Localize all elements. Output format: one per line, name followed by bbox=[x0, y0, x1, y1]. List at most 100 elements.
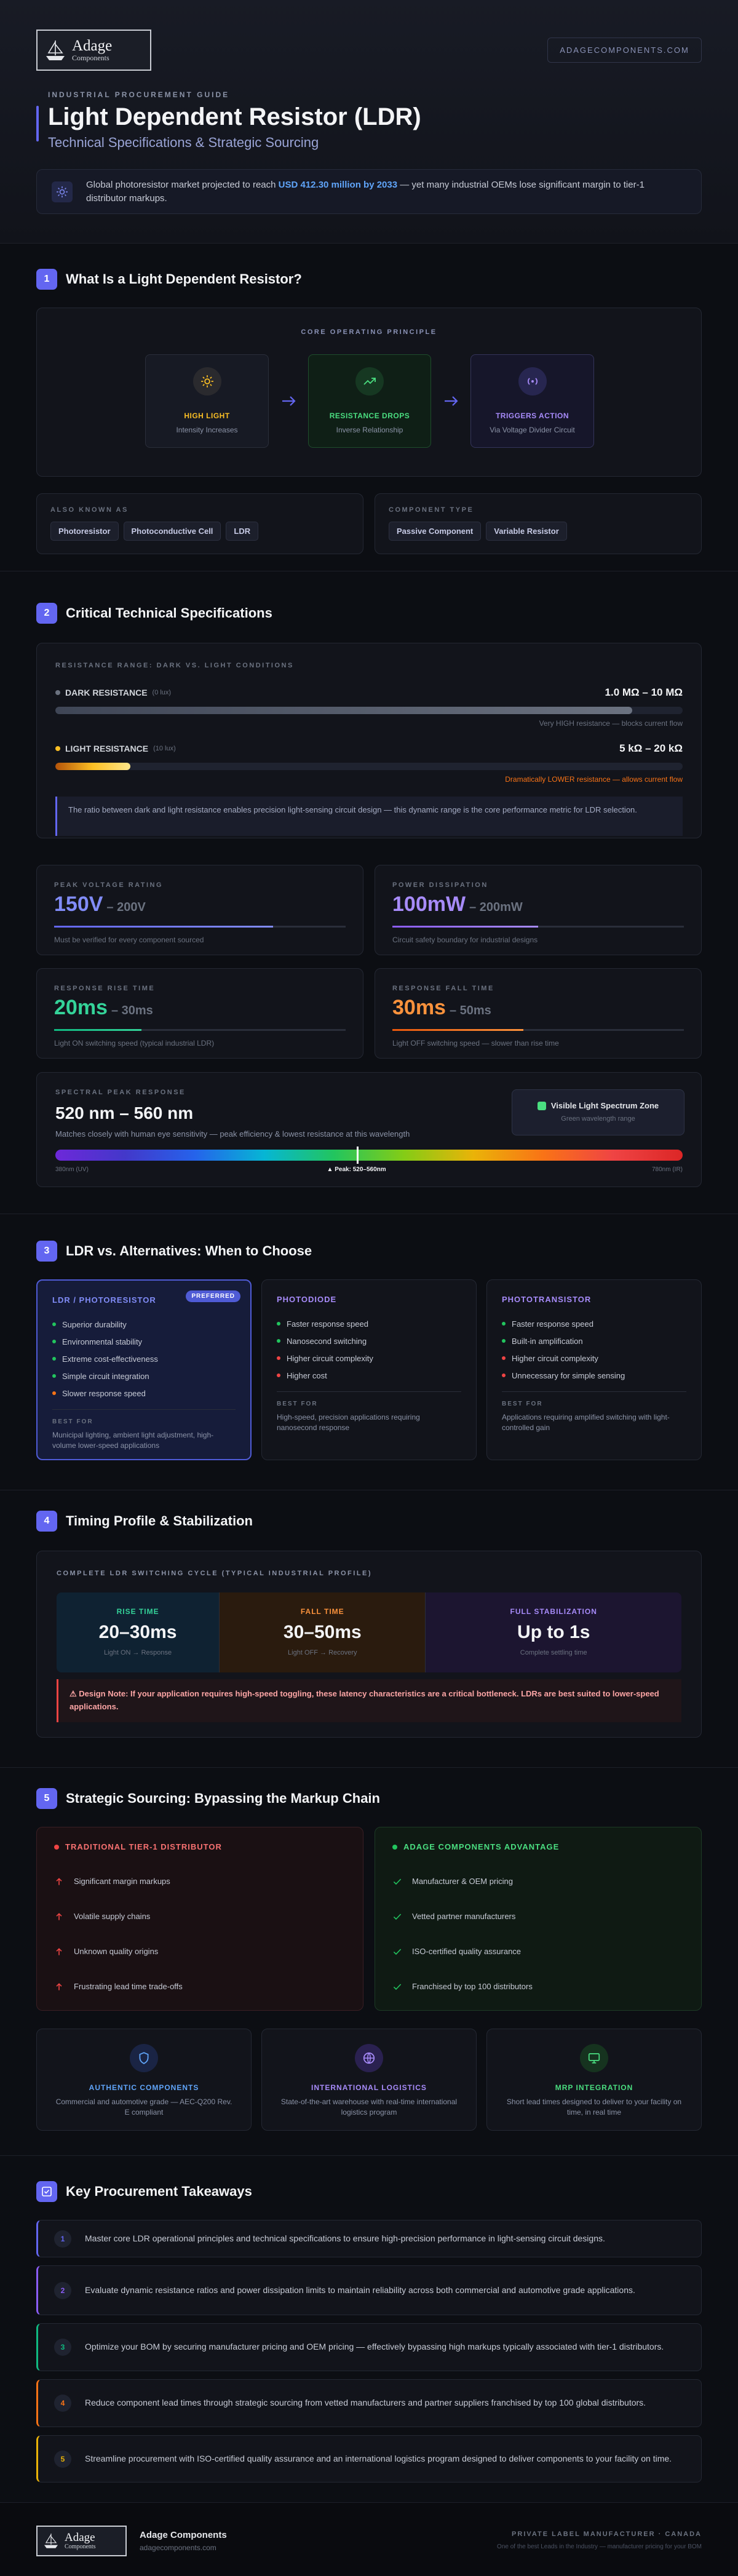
risk-text: Volatile supply chains bbox=[74, 1912, 151, 1921]
pro-item: Simple circuit integration bbox=[52, 1367, 236, 1385]
traditional-title-row: TRADITIONAL TIER-1 DISTRIBUTOR bbox=[54, 1842, 346, 1851]
spec-value: 150V bbox=[54, 892, 103, 916]
spec-value-row: 150V – 200V bbox=[54, 892, 146, 916]
feature-icon bbox=[355, 2044, 383, 2072]
subtitle: Technical Specifications & Strategic Sou… bbox=[48, 135, 319, 150]
adage-title-row: ADAGE COMPONENTS ADVANTAGE bbox=[392, 1842, 684, 1851]
takeaway-text: Optimize your BOM by securing manufactur… bbox=[85, 2342, 664, 2352]
section-title: Key Procurement Takeaways bbox=[66, 2184, 252, 2199]
step-arrow bbox=[282, 396, 296, 406]
pro-dot bbox=[502, 1339, 506, 1343]
feature-list: Faster response speed Built-in amplificat… bbox=[502, 1315, 686, 1384]
benefit-text: Vetted partner manufacturers bbox=[412, 1912, 516, 1921]
takeaway-text: Evaluate dynamic resistance ratios and p… bbox=[85, 2284, 635, 2295]
zone-box: Visible Light Spectrum Zone Green wavele… bbox=[512, 1089, 684, 1135]
site-link[interactable]: ADAGECOMPONENTS.COM bbox=[547, 38, 702, 63]
logo-icon bbox=[44, 2533, 58, 2548]
section-title: What Is a Light Dependent Resistor? bbox=[66, 271, 302, 287]
risk-item: Volatile supply chains bbox=[54, 1899, 346, 1934]
con-dot bbox=[502, 1356, 506, 1360]
spec-track bbox=[54, 926, 346, 928]
spec-card: RESPONSE FALL TIME 30ms – 50ms Light OFF sw… bbox=[375, 968, 702, 1059]
pro-text: Extreme cost-effectiveness bbox=[62, 1354, 158, 1364]
zone-swatch bbox=[537, 1101, 546, 1110]
spec-card: PEAK VOLTAGE RATING 150V – 200V Must be ver… bbox=[36, 865, 363, 955]
section-number: 2 bbox=[36, 603, 57, 624]
section-heading: 3 LDR vs. Alternatives: When to Choose bbox=[36, 1240, 312, 1262]
phase-title: RISE TIME bbox=[116, 1607, 159, 1616]
benefit-item: ISO-certified quality assurance bbox=[392, 1934, 684, 1969]
dark-row: DARK RESISTANCE (0 lux) 1.0 MΩ – 10 MΩ bbox=[55, 686, 683, 699]
step-title: TRIGGERS ACTION bbox=[495, 411, 569, 420]
light-cond: (10 lux) bbox=[153, 745, 176, 752]
section-number: 4 bbox=[36, 1511, 57, 1532]
sun-icon bbox=[200, 375, 213, 388]
light-note: Dramatically LOWER resistance — allows c… bbox=[505, 775, 683, 784]
section-heading: 4 Timing Profile & Stabilization bbox=[36, 1510, 253, 1532]
alternative-title: PHOTODIODE bbox=[277, 1295, 337, 1304]
spec-value: 100mW bbox=[392, 892, 466, 916]
chip: Passive Component bbox=[389, 522, 482, 541]
risk-item: Frustrating lead time trade-offs bbox=[54, 1969, 346, 2004]
pro-item: Faster response speed bbox=[502, 1315, 686, 1332]
spec-note: Light OFF switching speed — slower than … bbox=[392, 1039, 559, 1047]
spec-range: – 50ms bbox=[449, 1004, 491, 1017]
footer-logo: Adage Components bbox=[36, 2526, 127, 2556]
pro-dot bbox=[52, 1374, 56, 1378]
footer-url[interactable]: adagecomponents.com bbox=[140, 2543, 216, 2552]
resistance-panel: RESISTANCE RANGE: DARK VS. LIGHT CONDITI… bbox=[36, 643, 702, 838]
dark-cond: (0 lux) bbox=[152, 689, 172, 696]
light-bar bbox=[55, 763, 131, 770]
pro-text: Simple circuit integration bbox=[62, 1371, 149, 1381]
feature-list: Faster response speed Nanosecond switchin… bbox=[277, 1315, 461, 1384]
best-for-label: BEST FOR bbox=[277, 1401, 318, 1407]
dark-bar bbox=[55, 707, 633, 714]
chip: Photoresistor bbox=[50, 522, 119, 541]
timing-panel: COMPLETE LDR SWITCHING CYCLE (TYPICAL IN… bbox=[36, 1551, 702, 1738]
sun-icon bbox=[57, 186, 68, 197]
spec-range: – 200mW bbox=[469, 900, 523, 914]
section-title: Timing Profile & Stabilization bbox=[66, 1513, 253, 1529]
section-title: Critical Technical Specifications bbox=[66, 605, 272, 621]
traditional-panel: TRADITIONAL TIER-1 DISTRIBUTOR Significa… bbox=[36, 1827, 363, 2011]
check-icon bbox=[393, 1878, 402, 1885]
takeaway: 5 Streamline procurement with ISO-certifi… bbox=[36, 2435, 702, 2483]
takeaway-number: 3 bbox=[54, 2339, 71, 2356]
dark-value: 1.0 MΩ – 10 MΩ bbox=[605, 686, 683, 698]
spec-bar bbox=[392, 1029, 524, 1031]
takeaway-number: 1 bbox=[54, 2230, 71, 2248]
section-title: Strategic Sourcing: Bypassing the Markup… bbox=[66, 1791, 380, 1806]
range-note: The ratio between dark and light resista… bbox=[55, 797, 683, 836]
logo-name: Adage bbox=[65, 2531, 95, 2544]
spec-bar bbox=[392, 926, 538, 928]
section-number: 5 bbox=[36, 1788, 57, 1809]
step-icon bbox=[355, 367, 384, 396]
callout: Global photoresistor market projected to… bbox=[36, 169, 702, 214]
card-divider bbox=[277, 1391, 461, 1392]
pro-item: Extreme cost-effectiveness bbox=[52, 1350, 236, 1367]
pro-dot bbox=[52, 1322, 56, 1326]
spec-track bbox=[392, 1029, 684, 1031]
checklist-icon bbox=[42, 2187, 52, 2196]
range-label: RESISTANCE RANGE: DARK VS. LIGHT CONDITI… bbox=[55, 662, 294, 669]
type-label: COMPONENT TYPE bbox=[389, 506, 474, 514]
pro-dot bbox=[52, 1340, 56, 1343]
callout-icon bbox=[52, 181, 73, 202]
step-title: RESISTANCE DROPS bbox=[329, 411, 410, 420]
spec-track bbox=[392, 926, 684, 928]
best-for-text: High-speed, precision applications requi… bbox=[277, 1413, 420, 1433]
risk-text: Significant margin markups bbox=[74, 1877, 170, 1886]
zone-title: Visible Light Spectrum Zone bbox=[550, 1101, 659, 1110]
alternative-title: PHOTOTRANSISTOR bbox=[502, 1295, 592, 1304]
callout-after: — yet many industrial OEMs lose signific… bbox=[86, 179, 645, 204]
feature-icon bbox=[580, 2044, 608, 2072]
section-number: 3 bbox=[36, 1241, 57, 1262]
benefit-item: Franchised by top 100 distributors bbox=[392, 1969, 684, 2004]
risk-text: Frustrating lead time trade-offs bbox=[74, 1982, 183, 1991]
feature-card: MRP INTEGRATION Short lead times designed… bbox=[486, 2029, 702, 2131]
logo-icon bbox=[46, 39, 65, 60]
chip-list: Passive Component Variable Resistor bbox=[389, 522, 572, 541]
divider bbox=[0, 1767, 738, 1768]
pro-item: Environmental stability bbox=[52, 1333, 236, 1350]
